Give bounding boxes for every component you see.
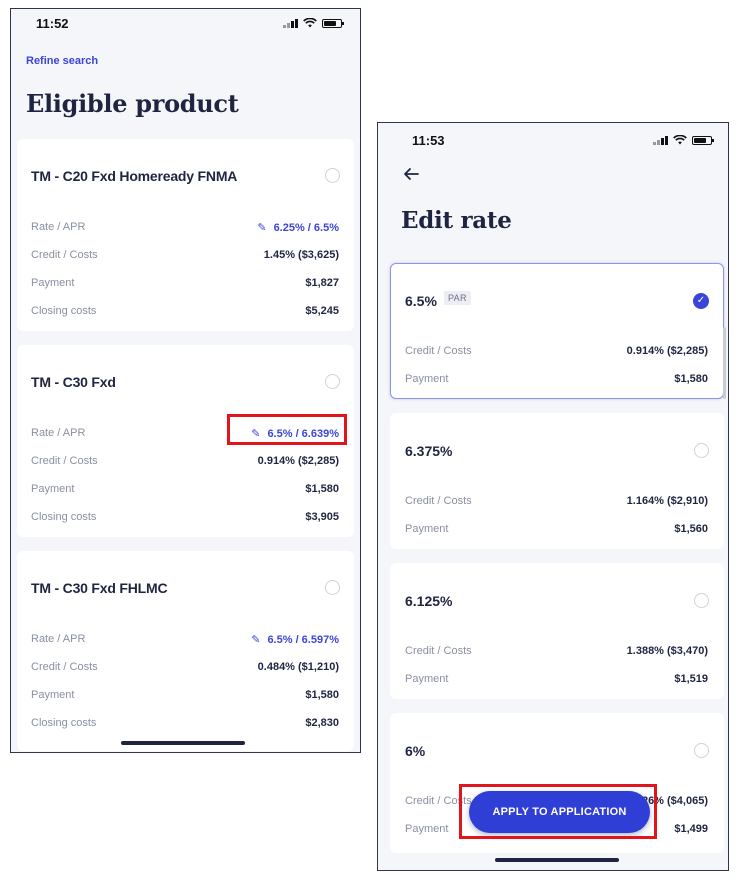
rate-apr-edit-link[interactable]: ✎ 6.5% / 6.639% (251, 427, 339, 440)
wifi-icon (303, 18, 317, 28)
payment-value: $1,519 (674, 673, 708, 685)
product-radio[interactable] (325, 374, 340, 389)
apply-to-application-button[interactable]: APPLY TO APPLICATION (469, 791, 650, 833)
status-time: 11:53 (412, 133, 445, 148)
rate-apr-value: 6.25% / 6.5% (273, 222, 339, 234)
payment-label: Payment (31, 689, 75, 701)
status-bar: 11:52 (11, 9, 360, 37)
rate-option[interactable]: 6.375% Credit / Costs 1.164% ($2,910) Pa… (390, 413, 724, 549)
product-name: TM - C30 Fxd (31, 374, 116, 390)
rate-apr-value: 6.5% / 6.597% (267, 634, 339, 646)
credit-costs-label: Credit / Costs (405, 645, 472, 657)
rate-value: 6% (405, 743, 426, 759)
status-icons (653, 135, 714, 145)
wifi-icon (673, 135, 687, 145)
closing-costs-value: $5,245 (305, 305, 339, 317)
payment-value: $1,499 (674, 823, 708, 835)
signal-icon (653, 135, 668, 145)
payment-value: $1,827 (305, 277, 339, 289)
product-card[interactable]: TM - C20 Fxd Homeready FNMA Rate / APR ✎… (17, 139, 354, 331)
home-indicator (495, 858, 619, 862)
payment-label: Payment (405, 673, 449, 685)
rate-apr-value: 6.5% / 6.639% (267, 428, 339, 440)
payment-value: $1,580 (305, 689, 339, 701)
page-title: Eligible product (26, 89, 239, 118)
eligible-product-screen: 11:52 Refine search Eligible product TM … (10, 8, 361, 753)
product-card[interactable]: TM - C30 Fxd Rate / APR ✎ 6.5% / 6.639% C… (17, 345, 354, 537)
credit-costs-value: 1.164% ($2,910) (626, 495, 708, 507)
rate-radio[interactable] (694, 593, 709, 608)
closing-costs-label: Closing costs (31, 305, 97, 317)
credit-costs-value: 0.914% ($2,285) (626, 345, 708, 357)
rate-radio[interactable] (694, 743, 709, 758)
status-icons (283, 18, 344, 28)
credit-costs-value: 0.914% ($2,285) (257, 455, 339, 467)
credit-costs-label: Credit / Costs (31, 249, 98, 261)
credit-costs-value: 0.484% ($1,210) (257, 661, 339, 673)
rate-value: 6.125% (405, 593, 453, 609)
credit-costs-label: Credit / Costs (405, 495, 472, 507)
product-card[interactable]: TM - C30 Fxd FHLMC Rate / APR ✎ 6.5% / 6.… (17, 551, 354, 751)
payment-value: $1,580 (305, 483, 339, 495)
payment-label: Payment (31, 483, 75, 495)
battery-icon (322, 18, 344, 28)
par-badge: PAR (444, 291, 471, 305)
payment-value: $1,580 (674, 373, 708, 385)
rate-apr-label: Rate / APR (31, 633, 86, 645)
status-time: 11:52 (36, 16, 69, 31)
rate-option[interactable]: 6.5% PAR ✓ Credit / Costs 0.914% ($2,285… (390, 263, 724, 399)
payment-label: Payment (31, 277, 75, 289)
battery-icon (692, 135, 714, 145)
payment-label: Payment (405, 523, 449, 535)
credit-costs-value: 1.388% ($3,470) (626, 645, 708, 657)
refine-search-link[interactable]: Refine search (26, 55, 99, 67)
signal-icon (283, 18, 298, 28)
pencil-icon: ✎ (257, 222, 267, 234)
rate-apr-label: Rate / APR (31, 427, 86, 439)
rate-apr-label: Rate / APR (31, 221, 86, 233)
scrollbar[interactable] (723, 327, 726, 399)
checkmark-icon: ✓ (693, 293, 709, 309)
rate-radio[interactable] (694, 443, 709, 458)
rate-value: 6.375% (405, 443, 453, 459)
home-indicator (121, 741, 245, 745)
payment-value: $1,560 (674, 523, 708, 535)
pencil-icon: ✎ (251, 428, 261, 440)
product-radio[interactable] (325, 580, 340, 595)
credit-costs-label: Credit / Costs (405, 795, 472, 807)
payment-label: Payment (405, 373, 449, 385)
back-arrow-icon[interactable] (402, 167, 420, 181)
credit-costs-label: Credit / Costs (405, 345, 472, 357)
page-title: Edit rate (401, 207, 512, 234)
product-name: TM - C20 Fxd Homeready FNMA (31, 168, 238, 184)
closing-costs-value: $2,830 (305, 717, 339, 729)
product-name: TM - C30 Fxd FHLMC (31, 580, 168, 596)
rate-option[interactable]: 6.125% Credit / Costs 1.388% ($3,470) Pa… (390, 563, 724, 699)
payment-label: Payment (405, 823, 449, 835)
credit-costs-label: Credit / Costs (31, 455, 98, 467)
rate-value: 6.5% (405, 293, 437, 309)
credit-costs-label: Credit / Costs (31, 661, 98, 673)
credit-costs-value: 1.45% ($3,625) (263, 249, 339, 261)
closing-costs-label: Closing costs (31, 717, 97, 729)
pencil-icon: ✎ (251, 634, 261, 646)
rate-apr-edit-link[interactable]: ✎ 6.25% / 6.5% (257, 221, 339, 234)
closing-costs-label: Closing costs (31, 511, 97, 523)
closing-costs-value: $3,905 (305, 511, 339, 523)
edit-rate-screen: 11:53 Edit rate 6.5% PAR ✓ Credit / Cost… (377, 122, 729, 871)
product-radio[interactable] (325, 168, 340, 183)
rate-apr-edit-link[interactable]: ✎ 6.5% / 6.597% (251, 633, 339, 646)
status-bar: 11:53 (378, 123, 728, 151)
